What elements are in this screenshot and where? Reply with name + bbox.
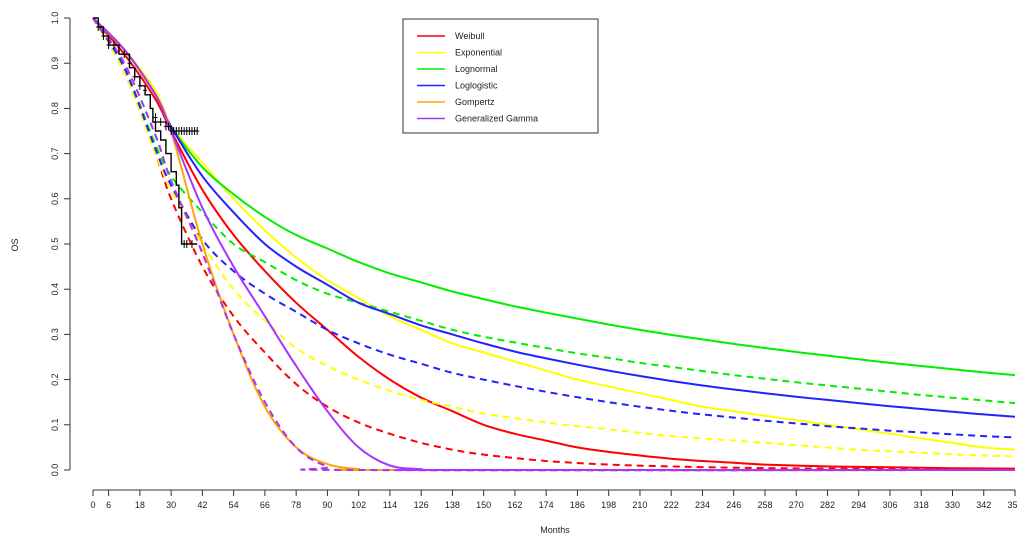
x-tick-label: 42 (197, 500, 207, 510)
x-tick-label: 150 (476, 500, 491, 510)
lognormal-dashed-line (92, 17, 1016, 405)
y-tick-label: 0.8 (50, 102, 60, 115)
x-tick-label: 78 (291, 500, 301, 510)
generalized-gamma-dashed-line (92, 17, 1016, 472)
x-tick-label: 174 (539, 500, 554, 510)
legend-label-generalized-gamma: Generalized Gamma (455, 114, 538, 124)
legend-label-lognormal: Lognormal (455, 64, 498, 74)
curves (92, 17, 1016, 472)
y-tick-label: 0.6 (50, 193, 60, 206)
x-tick-label: 90 (322, 500, 332, 510)
x-tick-label: 210 (632, 500, 647, 510)
x-tick-label: 354 (1007, 500, 1017, 510)
weibull-dashed-line (92, 17, 1016, 471)
x-tick-label: 66 (260, 500, 270, 510)
x-tick-label: 18 (135, 500, 145, 510)
axes: 0.0 0.1 0.2 0.3 0.4 0.5 0.6 0.7 0.8 0.9 1.0 0 6 18 30 4… (50, 12, 1017, 510)
x-tick-label: 6 (106, 500, 111, 510)
legend-box (402, 18, 599, 134)
x-tick-label: 54 (229, 500, 239, 510)
x-tick-label: 162 (507, 500, 522, 510)
y-tick-label: 0.1 (50, 419, 60, 432)
x-tick-label: 198 (601, 500, 616, 510)
x-tick-label: 246 (726, 500, 741, 510)
y-tick-label: 0.0 (50, 464, 60, 477)
x-tick-label: 258 (757, 500, 772, 510)
loglogistic-solid-line (92, 17, 1016, 418)
y-tick-label: 0.2 (50, 373, 60, 386)
x-tick-label: 270 (789, 500, 804, 510)
legend: Weibull Exponential Lognormal Loglogistic Go… (402, 18, 599, 134)
x-tick-label: 114 (383, 500, 397, 510)
exponential-solid-line (92, 17, 1016, 451)
x-tick-label: 138 (445, 500, 460, 510)
y-tick-label: 0.7 (50, 147, 60, 160)
x-tick-label: 306 (882, 500, 897, 510)
x-tick-label: 186 (570, 500, 585, 510)
weibull-solid-line (92, 17, 1016, 470)
km-curve (93, 17, 200, 248)
x-tick-label: 282 (820, 500, 835, 510)
y-axis-title: OS (10, 238, 20, 251)
x-tick-label: 222 (664, 500, 679, 510)
legend-label-gompertz: Gompertz (455, 97, 495, 107)
y-tick-label: 1.0 (50, 12, 60, 25)
x-tick-label: 318 (914, 500, 929, 510)
lognormal-solid-line (92, 17, 1016, 377)
legend-label-exponential: Exponential (455, 48, 502, 58)
y-tick-label: 0.4 (50, 283, 60, 296)
y-tick-label: 0.9 (50, 57, 60, 70)
x-axis-title: Months (540, 525, 570, 535)
y-tick-label: 0.5 (50, 238, 60, 251)
legend-label-loglogistic: Loglogistic (455, 81, 498, 91)
legend-label-weibull: Weibull (455, 31, 484, 41)
x-tick-label: 342 (976, 500, 991, 510)
x-tick-label: 126 (414, 500, 429, 510)
x-tick-label: 294 (851, 500, 866, 510)
loglogistic-dashed-line (92, 17, 1016, 439)
x-tick-label: 234 (695, 500, 710, 510)
x-tick-label: 330 (945, 500, 960, 510)
y-tick-label: 0.3 (50, 328, 60, 341)
generalized-gamma-solid-line (92, 17, 1016, 472)
x-tick-label: 30 (166, 500, 176, 510)
x-tick-label: 0 (90, 500, 95, 510)
x-tick-label: 102 (351, 500, 366, 510)
